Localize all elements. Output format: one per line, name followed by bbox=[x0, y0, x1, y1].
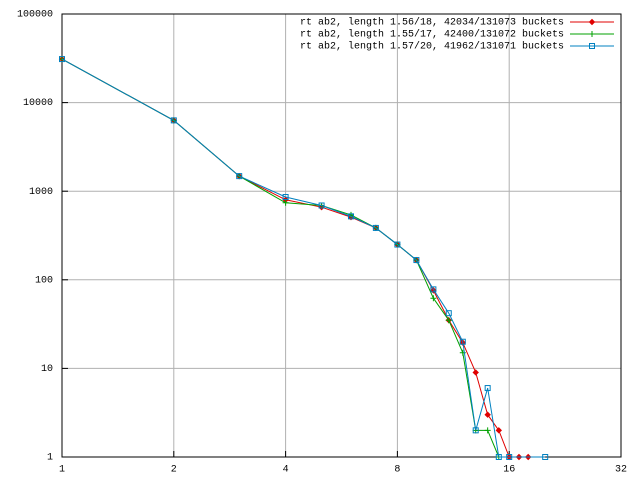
marker bbox=[472, 427, 479, 434]
legend-label: rt ab2, length 1.55/17, 42400/131072 buc… bbox=[300, 29, 564, 41]
marker bbox=[495, 427, 502, 434]
x-tick-label: 32 bbox=[615, 465, 627, 476]
marker bbox=[506, 454, 513, 460]
marker bbox=[282, 194, 289, 201]
y-tick-label: 100 bbox=[35, 275, 53, 286]
x-tick-label: 4 bbox=[283, 465, 289, 476]
legend-label: rt ab2, length 1.57/20, 41962/131071 buc… bbox=[300, 41, 564, 53]
marker bbox=[318, 202, 325, 209]
legend-marker bbox=[588, 18, 596, 26]
marker bbox=[282, 199, 289, 206]
marker bbox=[472, 369, 479, 376]
marker bbox=[484, 385, 491, 392]
marker bbox=[413, 257, 420, 264]
marker bbox=[347, 213, 354, 220]
marker bbox=[484, 427, 491, 434]
legend-label: rt ab2, length 1.56/18, 42034/131073 buc… bbox=[300, 17, 564, 29]
y-tick-label: 100000 bbox=[17, 10, 53, 21]
marker bbox=[430, 295, 437, 302]
x-tick-label: 16 bbox=[503, 465, 515, 476]
y-tick-label: 10 bbox=[41, 364, 53, 375]
marker bbox=[394, 241, 401, 248]
plot-frame bbox=[61, 13, 622, 458]
marker bbox=[445, 317, 452, 324]
x-tick-label: 8 bbox=[394, 465, 400, 476]
marker bbox=[495, 454, 502, 460]
y-tick-label: 1000 bbox=[29, 187, 53, 198]
marker bbox=[372, 224, 379, 231]
marker bbox=[484, 411, 491, 418]
y-tick-label: 10000 bbox=[23, 98, 53, 109]
marker bbox=[459, 338, 466, 345]
marker bbox=[445, 310, 452, 317]
marker bbox=[430, 286, 437, 293]
marker bbox=[59, 56, 65, 63]
series-line bbox=[61, 58, 546, 458]
y-tick-label: 1 bbox=[47, 453, 53, 464]
x-tick-label: 1 bbox=[59, 465, 65, 476]
legend-marker bbox=[589, 31, 595, 37]
marker bbox=[236, 173, 243, 180]
marker bbox=[542, 454, 549, 460]
legend-marker bbox=[589, 43, 595, 49]
marker bbox=[170, 117, 177, 124]
x-tick-label: 2 bbox=[171, 465, 177, 476]
